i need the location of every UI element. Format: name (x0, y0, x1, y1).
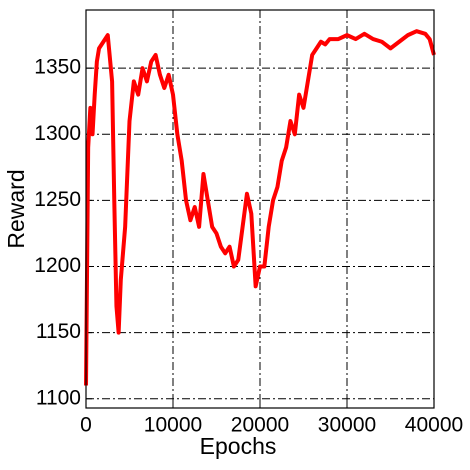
y-tick-label: 1350 (34, 56, 81, 79)
y-tick-label: 1150 (36, 320, 81, 343)
line (84, 29, 436, 386)
y-axis-label: Reward (3, 169, 29, 248)
y-tick-label: 1100 (36, 386, 81, 409)
x-tick-label: 0 (80, 414, 92, 437)
y-tick-label: 1250 (34, 188, 81, 211)
x-tick-label: 20000 (231, 414, 289, 437)
y-tick-label: 1200 (34, 254, 81, 277)
x-axis-label: Epochs (200, 433, 277, 459)
x-tick-label: 30000 (318, 414, 376, 437)
x-tick-label: 10000 (144, 414, 202, 437)
y-tick-label: 1300 (34, 122, 81, 145)
x-tick-label: 40000 (405, 414, 463, 437)
plot-frame (85, 9, 435, 409)
